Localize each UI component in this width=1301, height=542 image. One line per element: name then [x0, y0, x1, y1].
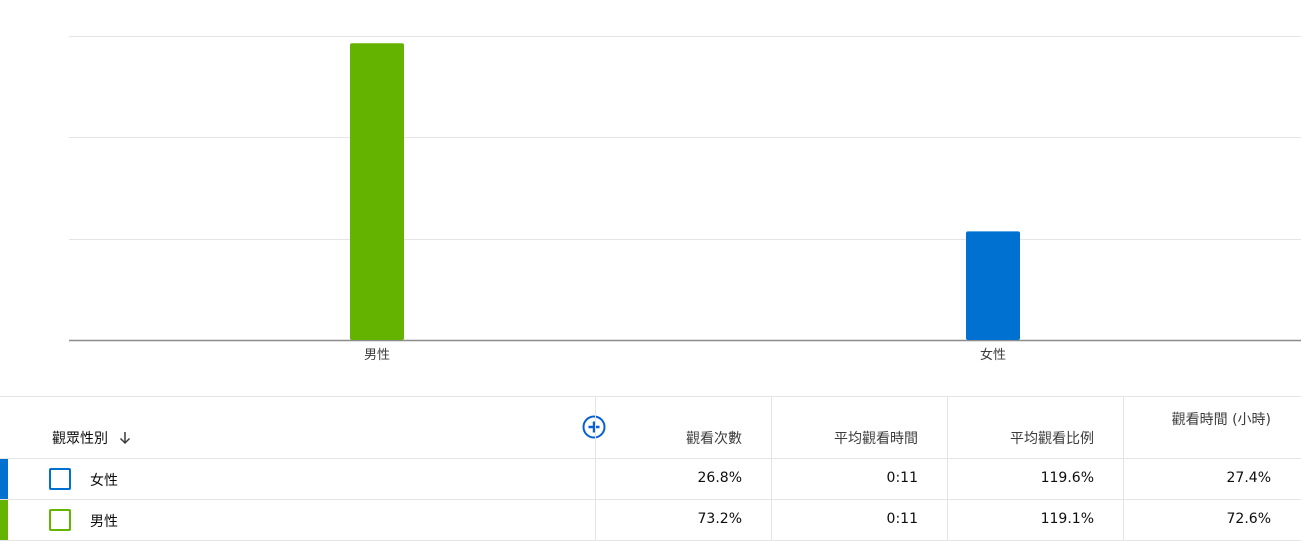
chart-canvas: 男性 女性 — [69, 36, 1301, 363]
category-labels: 男性 女性 — [364, 347, 1006, 363]
column-header-views[interactable]: 觀看次數 — [595, 397, 772, 458]
cell-value: 119.6% — [1040, 470, 1094, 486]
cell-value: 119.1% — [1040, 511, 1094, 527]
cell-avg-view-duration: 0:11 — [771, 500, 948, 540]
row-label: 女性 — [90, 473, 118, 489]
row-checkbox[interactable] — [49, 468, 71, 490]
column-header-avg-view-duration[interactable]: 平均觀看時間 — [771, 397, 948, 458]
cell-value: 0:11 — [886, 470, 918, 486]
cell-views: 73.2% — [595, 500, 772, 540]
cell-value: 27.4% — [1226, 470, 1271, 486]
dimension-header-cell: 觀眾性別 — [0, 397, 606, 458]
plus-circle-icon[interactable] — [582, 415, 606, 439]
bar-1[interactable] — [966, 231, 1020, 340]
bars — [350, 43, 1020, 341]
cell-watch-time: 72.6% — [1123, 500, 1301, 540]
cell-value: 73.2% — [697, 511, 742, 527]
bar-0[interactable] — [350, 43, 404, 341]
column-header-label: 平均觀看時間 — [834, 431, 918, 447]
cell-avg-percentage-viewed: 119.1% — [947, 500, 1124, 540]
dimension-header-label: 觀眾性別 — [52, 431, 108, 447]
row-color-stripe — [0, 500, 8, 540]
data-table: 觀眾性別 觀看次數 平均觀看時間 — [0, 396, 1301, 542]
dimension-header[interactable]: 觀眾性別 — [52, 428, 132, 448]
row-checkbox[interactable] — [49, 509, 71, 531]
column-header-label: 平均觀看比例 — [1010, 431, 1094, 447]
category-label: 男性 — [364, 348, 390, 363]
column-header-label: 觀看時間 (小時) — [1171, 412, 1271, 428]
cell-value: 72.6% — [1226, 511, 1271, 527]
column-header-avg-percentage-viewed[interactable]: 平均觀看比例 — [947, 397, 1124, 458]
table-row: 男性 73.2% 0:11 119.1% 72.6% — [0, 500, 1301, 541]
column-header-watch-time[interactable]: 觀看時間 (小時) — [1123, 397, 1301, 458]
row-label: 男性 — [90, 514, 118, 530]
gridlines — [69, 36, 1301, 342]
gender-bar-chart: 男性 女性 — [69, 36, 1301, 363]
table-row: 女性 26.8% 0:11 119.6% 27.4% — [0, 459, 1301, 500]
category-label: 女性 — [980, 347, 1006, 363]
column-header-label: 觀看次數 — [686, 431, 742, 447]
cell-views: 26.8% — [595, 459, 772, 499]
table-header-row: 觀眾性別 觀看次數 平均觀看時間 — [0, 397, 1301, 459]
cell-watch-time: 27.4% — [1123, 459, 1301, 499]
row-color-stripe — [0, 459, 8, 499]
cell-value: 0:11 — [886, 511, 918, 527]
cell-value: 26.8% — [697, 470, 742, 486]
arrow-down-icon[interactable] — [118, 430, 132, 446]
cell-avg-percentage-viewed: 119.6% — [947, 459, 1124, 499]
cell-avg-view-duration: 0:11 — [771, 459, 948, 499]
